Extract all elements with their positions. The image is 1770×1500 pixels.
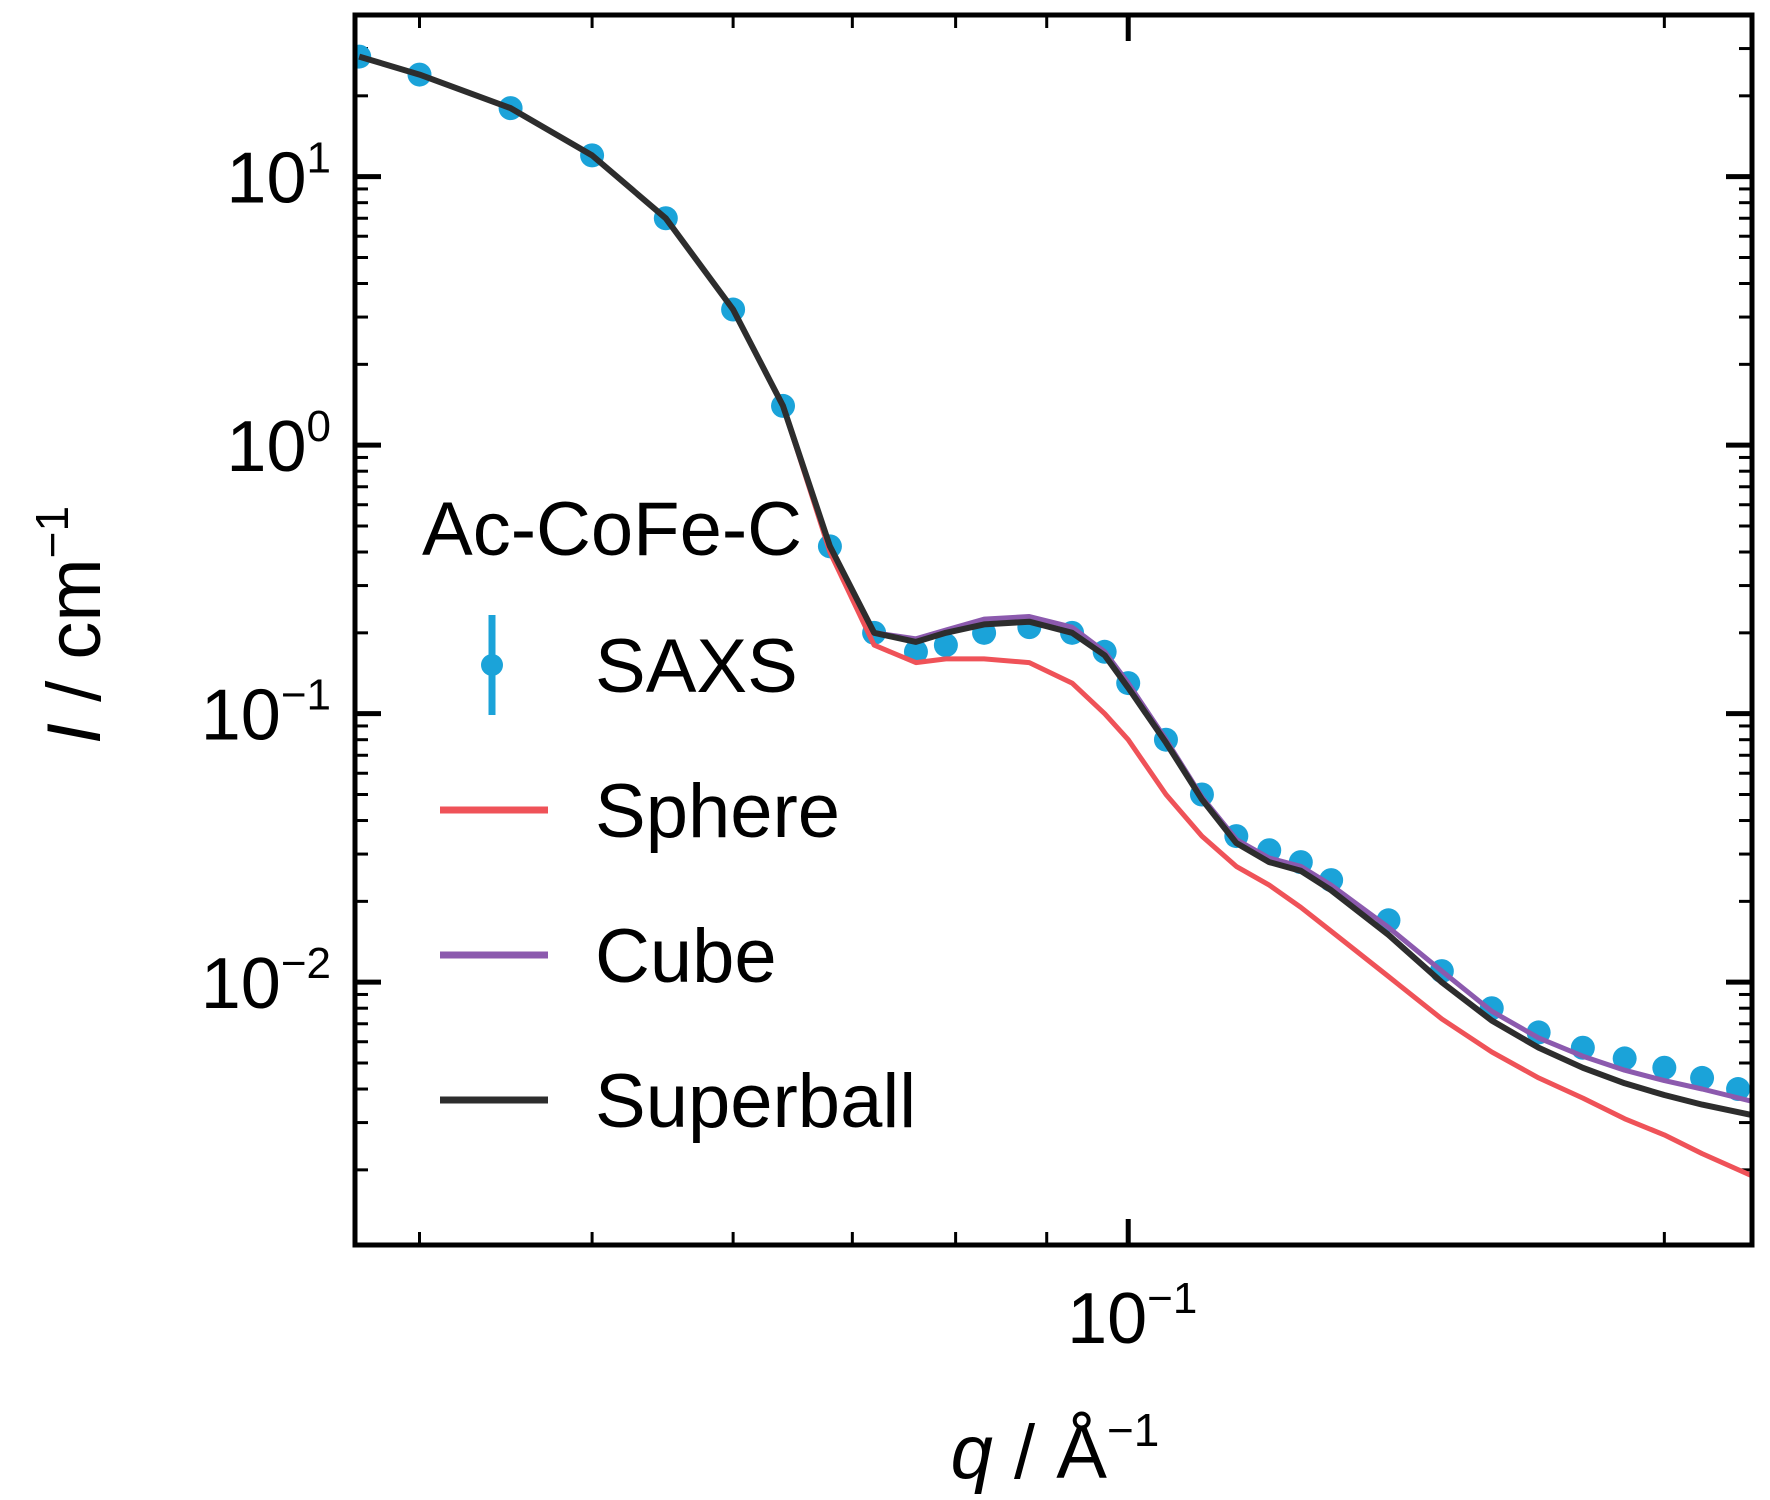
saxs-data-point	[1612, 1046, 1637, 1071]
legend-label-superball: Superball	[595, 1059, 916, 1144]
x-tick-label: 10−1	[1067, 1274, 1197, 1359]
series-line-superball	[358, 53, 1752, 1119]
tick-labels: 10−1 101 100 10−1 10−2	[201, 134, 1198, 1359]
y-tick-label: 10−2	[201, 939, 331, 1024]
plot-area	[355, 44, 1752, 1179]
major-ticks	[355, 15, 1752, 1245]
legend-label-cube: Cube	[595, 914, 777, 999]
series-line-sphere	[358, 54, 1752, 1179]
saxs-data-point	[1690, 1065, 1715, 1090]
legend-marker-saxs-point	[481, 654, 503, 676]
saxs-data-point	[933, 633, 958, 658]
y-axis-label: I / cm−1	[26, 506, 117, 744]
legend-label-saxs: SAXS	[595, 624, 798, 709]
series-saxs	[355, 44, 1751, 1102]
legend-title: Ac-CoFe-C	[422, 487, 802, 572]
plot-frame	[352, 12, 1755, 1248]
series-line-cube	[358, 54, 1752, 1104]
saxs-data-point	[1376, 908, 1401, 933]
x-axis-label: q / Å−1	[951, 1404, 1160, 1495]
saxs-data-point	[1652, 1055, 1677, 1080]
y-tick-label: 100	[226, 402, 331, 487]
legend: Ac-CoFe-C SAXS Sphere Cube Superball	[422, 487, 916, 1144]
legend-label-sphere: Sphere	[595, 769, 840, 854]
y-tick-label: 101	[226, 134, 331, 219]
y-tick-label: 10−1	[201, 671, 331, 756]
